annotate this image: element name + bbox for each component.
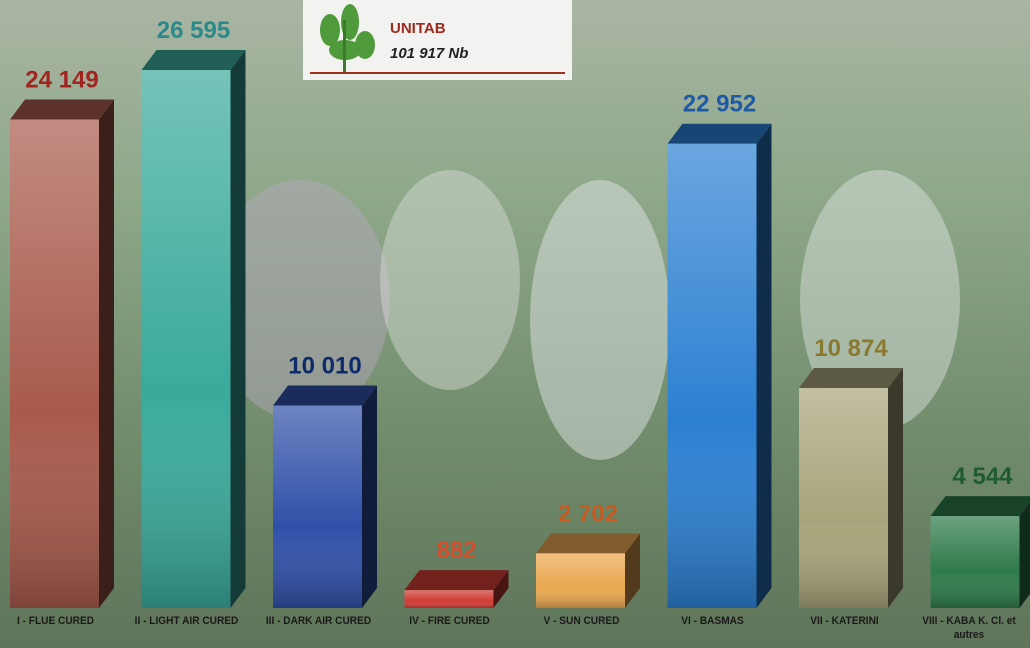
value-label: 2 702	[558, 500, 618, 527]
bar-top	[10, 99, 114, 119]
bar-shade	[10, 119, 99, 608]
x-tick-label: III - DARK AIR CURED	[261, 614, 376, 628]
bar-shade	[931, 516, 1020, 608]
x-tick-label: V - SUN CURED	[524, 614, 639, 628]
value-label: 10 874	[814, 335, 888, 362]
x-tick-label: VII - KATERINI	[787, 614, 902, 628]
x-tick-label: I - FLUE CURED	[0, 614, 113, 628]
bar-side	[231, 50, 246, 608]
value-label: 4 544	[952, 463, 1013, 490]
x-tick-label: VIII - KABA K. Cl. et autres	[917, 614, 1020, 642]
bar-side	[99, 99, 114, 608]
bar-side	[362, 386, 377, 608]
value-label: 26 595	[157, 17, 230, 44]
bar-top	[668, 124, 772, 144]
value-label: 24 149	[25, 66, 98, 93]
value-label: 22 952	[683, 91, 756, 118]
bar-shade	[273, 406, 362, 608]
photo-figure	[380, 170, 520, 390]
bar-shade	[142, 70, 231, 608]
bar-shade	[405, 590, 494, 608]
x-tick-label: II - LIGHT AIR CURED	[129, 614, 244, 628]
subtitle: 101 917 Nb	[390, 45, 468, 62]
photo-figure	[530, 180, 670, 460]
bar-top	[405, 570, 509, 590]
bar-top	[273, 386, 377, 406]
bar-top	[931, 496, 1030, 516]
bar-shade	[799, 388, 888, 608]
x-tick-label: IV - FIRE CURED	[392, 614, 507, 628]
value-label: 10 010	[288, 353, 361, 380]
chart: UNITAB 101 917 Nb 24 149 26 595 10 010 882 2…	[0, 0, 1030, 648]
bar-side	[888, 368, 903, 608]
bar-shade	[536, 553, 625, 608]
bar-shade	[668, 144, 757, 608]
x-tick-label: VI - BASMAS	[655, 614, 770, 628]
value-label: 882	[436, 537, 476, 564]
bar-side	[757, 124, 772, 608]
title: UNITAB	[390, 20, 446, 37]
page: UNITAB 101 917 Nb 24 149 26 595 10 010 882 2…	[0, 0, 1030, 648]
bar-top	[799, 368, 903, 388]
bar-top	[142, 50, 246, 70]
bar-top	[536, 533, 640, 553]
